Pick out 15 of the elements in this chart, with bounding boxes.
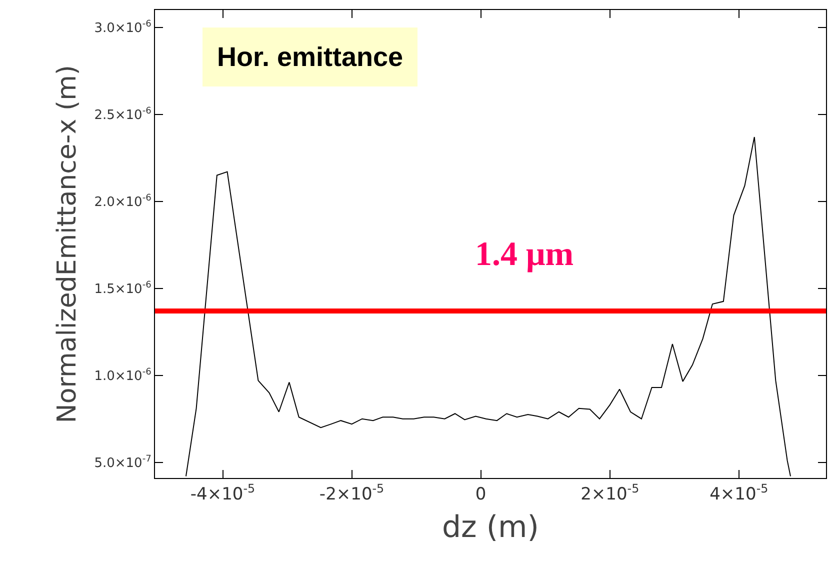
x-axis-title: dz (m) xyxy=(442,510,539,545)
y-tick-label: 5.0×10$^{-7}$ xyxy=(94,454,152,471)
x-tick-label: 0 xyxy=(475,484,486,504)
y-tick-label: 1.5×10$^{-6}$ xyxy=(94,280,152,297)
x-tick-label: -4×10$^{-5}$ xyxy=(190,481,256,504)
x-tick-label: 4×10$^{-5}$ xyxy=(710,481,768,504)
y-tick-label: 2.0×10$^{-6}$ xyxy=(94,193,152,210)
y-tick-label: 3.0×10$^{-6}$ xyxy=(94,19,152,36)
y-tick-label: 1.0×10$^{-6}$ xyxy=(94,367,152,384)
annotation: Hor. emittance xyxy=(217,42,404,72)
x-tick-label: 2×10$^{-5}$ xyxy=(580,481,640,504)
x-tick-label: -2×10$^{-5}$ xyxy=(319,481,384,504)
ref-line-label: 1.4 μm xyxy=(475,236,574,273)
y-tick-label: 2.5×10$^{-6}$ xyxy=(94,106,152,123)
y-axis-title: NormalizedEmittance-x (m) xyxy=(52,64,83,424)
